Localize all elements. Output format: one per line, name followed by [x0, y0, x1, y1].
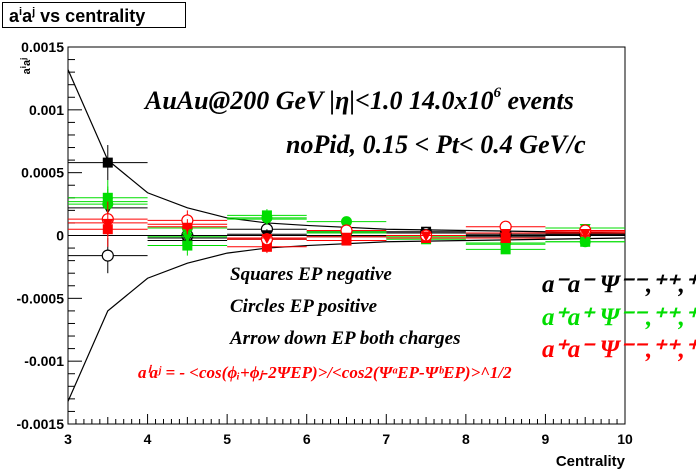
- x-tick-label-4: 7: [382, 431, 390, 447]
- marker-triangle-down: [341, 232, 352, 243]
- legend-right-black: a⁻a⁻ Ψ⁻⁻,⁺⁺,⁺⁻: [542, 271, 696, 298]
- y-axis-label: aiaj: [19, 58, 33, 75]
- x-tick-label-1: 4: [144, 431, 152, 447]
- point-red-triangles-4: [386, 231, 466, 242]
- marker-circle: [579, 236, 591, 248]
- x-tick-label-2: 5: [223, 431, 231, 447]
- marker-square: [261, 241, 272, 252]
- y-tick-label-2: -0.0005: [17, 290, 65, 306]
- marker-triangle-down: [181, 232, 193, 243]
- point-red-triangles-2: [227, 232, 307, 245]
- marker-triangle-down: [181, 222, 193, 233]
- point-red-triangles-5: [465, 228, 546, 239]
- legend-squares: Squares EP negative: [230, 264, 392, 285]
- chart-title: aiaj vs centrality: [9, 6, 146, 26]
- marker-triangle-down: [261, 215, 273, 226]
- marker-circle: [341, 216, 352, 228]
- marker-triangle-down: [579, 228, 591, 239]
- chart-title-box: aiaj vs centrality: [2, 2, 186, 28]
- x-axis-label: Centrality: [556, 453, 626, 470]
- x-tick-label-7: 10: [617, 431, 633, 447]
- y-tick-label-5: 0.001: [29, 102, 64, 118]
- x-tick-label-0: 3: [64, 431, 72, 447]
- point-green-triangles-2: [227, 214, 307, 226]
- x-tick-label-3: 6: [303, 431, 311, 447]
- header-line2: noPid, 0.15 < Pt< 0.4 GeV/c: [286, 130, 586, 159]
- point-red-triangles-6: [545, 228, 625, 239]
- point-red-triangles-3: [306, 232, 387, 243]
- y-tick-label-0: -0.0015: [17, 416, 65, 432]
- marker-triangle-down: [500, 228, 512, 239]
- y-tick-label-6: 0.0015: [21, 39, 64, 55]
- data-points: [68, 145, 625, 274]
- x-tick-label-5: 8: [462, 431, 470, 447]
- legend-right-green: a⁺a⁺ Ψ⁻⁻,⁺⁺,⁺⁻: [542, 304, 696, 331]
- axis-ticks: 3 4 5 6 7 8 9 10 -0.0015 -0.001 -0.0005 0 0.0005 0.00…: [17, 39, 633, 447]
- legend-right-red: a⁺a⁻ Ψ⁻⁻,⁺⁺,⁺⁻: [542, 336, 696, 363]
- marker-square: [182, 240, 193, 251]
- header-line1: AuAu@200 GeV |η|<1.0 14.0x106 events: [143, 85, 574, 115]
- x-tick-label-6: 9: [542, 431, 550, 447]
- formula: aⁱaʲ = - <cos(ϕᵢ+ϕⱼ-2ΨEP)>/<cos2(ΨᵃEP-Ψᵇ…: [138, 363, 512, 382]
- marker-square: [102, 157, 113, 168]
- legend-arrows: Arrow down EP both charges: [229, 328, 461, 349]
- point-black-squares-0: [68, 145, 148, 181]
- y-tick-label-3: 0: [56, 228, 64, 244]
- marker-triangle-down: [261, 234, 273, 245]
- marker-open-circle: [101, 249, 114, 262]
- point-red-triangles-1: [147, 219, 228, 235]
- point-green-circles-6: [545, 236, 625, 248]
- marker-triangle-down: [420, 231, 432, 242]
- marker-triangle-down: [102, 218, 114, 229]
- y-tick-label-1: -0.001: [24, 353, 64, 369]
- legend-circles: Circles EP positive: [230, 296, 378, 317]
- y-tick-label-4: 0.0005: [21, 165, 64, 181]
- point-red-triangles-0: [68, 210, 148, 236]
